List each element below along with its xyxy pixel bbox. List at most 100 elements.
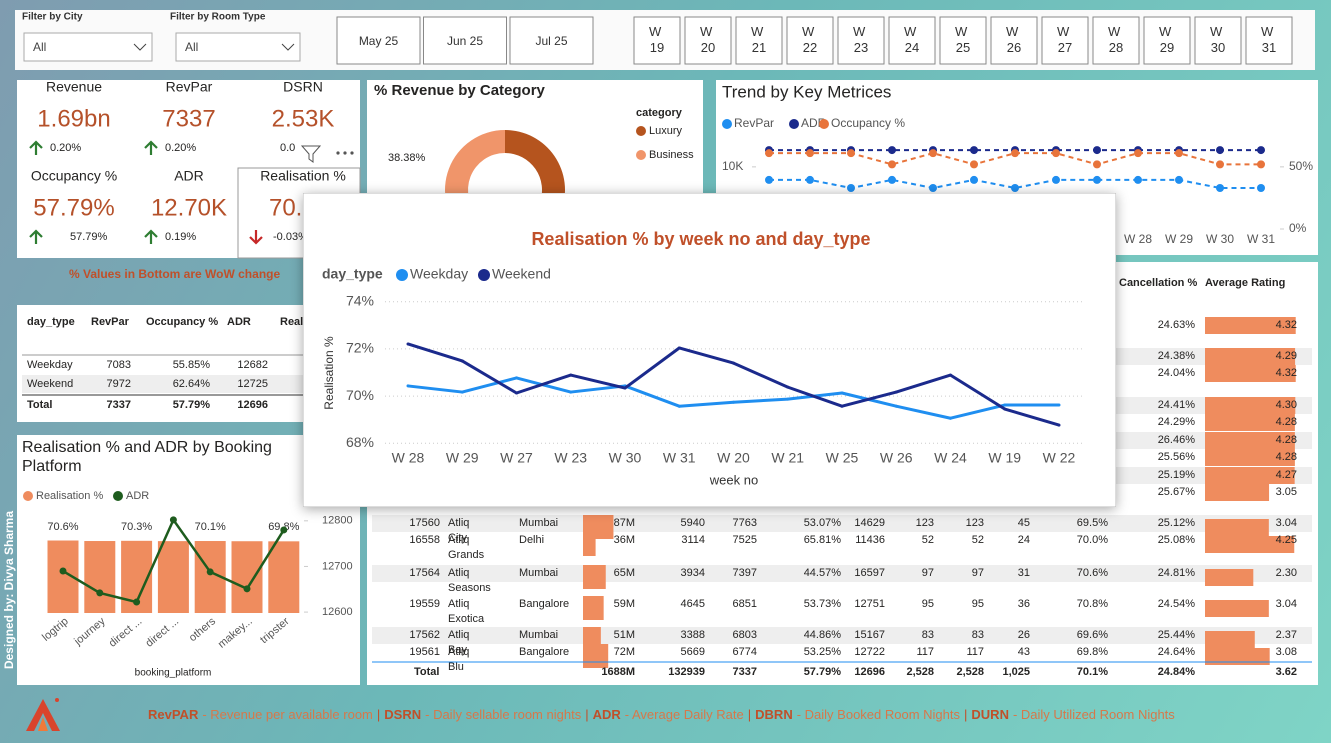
dropdown[interactable]	[175, 32, 301, 62]
table-header: ADR	[227, 316, 251, 328]
text-line: Atliq	[448, 517, 472, 529]
bar	[268, 541, 300, 613]
revenue-databar	[583, 532, 596, 556]
dropdown[interactable]	[23, 32, 153, 62]
table-cell: 2,528	[906, 666, 934, 678]
week-button[interactable]	[1092, 16, 1140, 65]
x-axis-title: booking_platform	[135, 668, 212, 679]
series-point	[623, 386, 627, 390]
table-cell: Weekend	[27, 378, 73, 390]
trend-point	[888, 146, 896, 155]
legend-dot	[396, 269, 408, 281]
table-cell: 44.57%	[804, 567, 842, 579]
kpi-arrow	[249, 230, 263, 245]
text-line: Seasons	[448, 582, 491, 594]
table-cell: 69.8%	[1077, 646, 1108, 658]
week-button[interactable]	[1194, 16, 1242, 65]
table-cell: 7972	[107, 378, 131, 390]
table-header: Average Rating	[1205, 277, 1285, 289]
more-icon[interactable]	[336, 151, 354, 155]
series-point	[677, 404, 681, 408]
table-cell: 123	[916, 517, 934, 529]
series-point	[840, 404, 844, 408]
table-cell: Atliq City	[448, 517, 472, 544]
dropdown-chevron	[281, 43, 295, 51]
week-button[interactable]	[990, 16, 1038, 65]
series-point	[949, 373, 952, 377]
week-button[interactable]	[939, 16, 987, 65]
table-cell: Mumbai	[519, 629, 558, 641]
week-label: W 31	[1261, 24, 1277, 55]
legend-title: category	[636, 107, 683, 119]
trend-point	[847, 149, 855, 158]
table-cell: 14629	[854, 517, 885, 529]
adr-point	[169, 516, 177, 524]
table-cell: 24.38%	[1158, 350, 1196, 362]
table-cell: 12722	[854, 646, 885, 658]
month-label: May 25	[359, 34, 399, 48]
footer-abbr: ADR	[593, 707, 622, 722]
text-line: 30	[1211, 40, 1225, 55]
adr-point	[96, 589, 104, 597]
table-cell: 3.62	[1276, 666, 1297, 678]
table-header: Cancellation %	[1119, 277, 1197, 289]
filter-icon[interactable]	[300, 145, 322, 163]
week-button[interactable]	[684, 16, 732, 65]
footer-separator: |	[377, 707, 380, 722]
week-button[interactable]	[735, 16, 783, 65]
table-cell: 4.32	[1276, 319, 1297, 331]
month-button[interactable]	[423, 16, 507, 65]
legend-title: day_type	[322, 266, 383, 282]
month-button[interactable]	[509, 16, 594, 65]
trend-point	[765, 175, 773, 184]
table-cell: 1688M	[601, 666, 635, 678]
rating-databar	[1205, 648, 1270, 665]
table-cell: 19559	[409, 598, 440, 610]
footer-separator: |	[964, 707, 967, 722]
legend-label: ADR	[126, 490, 149, 502]
legend-dot	[636, 126, 646, 136]
table-cell: 3.05	[1276, 486, 1297, 498]
week-label: W 24	[904, 24, 920, 55]
table-cell: 62.64%	[173, 378, 211, 390]
text-line: Realisation % and ADR by Booking	[22, 439, 276, 456]
week-button[interactable]	[1245, 16, 1293, 65]
month-button[interactable]	[336, 16, 421, 65]
week-button[interactable]	[1143, 16, 1191, 65]
week-button[interactable]	[1041, 16, 1089, 65]
legend-dot	[113, 491, 123, 501]
table-cell: 17564	[409, 567, 440, 579]
series-point	[1057, 403, 1061, 407]
text-line: W	[751, 24, 767, 39]
table-cell: Mumbai	[519, 517, 558, 529]
series-point	[515, 376, 518, 380]
week-button[interactable]	[786, 16, 834, 65]
legend-label: Luxury	[649, 125, 683, 137]
kpi-change: -0.03%	[273, 231, 308, 243]
x-tick-label: W 28	[1124, 232, 1152, 246]
week-button[interactable]	[837, 16, 885, 65]
week-button[interactable]	[633, 16, 681, 65]
x-tick-label: W 25	[826, 450, 859, 466]
table-cell: 12696	[237, 399, 268, 411]
text-line: 20	[701, 40, 715, 55]
kpi-value: 57.79%	[33, 194, 114, 221]
table-cell: 25.08%	[1158, 534, 1196, 546]
x-tick-label: W 29	[1165, 232, 1193, 246]
chart-title: Realisation % by week no and day_type	[531, 229, 870, 249]
text-line: W	[700, 24, 716, 39]
table-cell: 25.56%	[1158, 451, 1196, 463]
row-band	[372, 627, 1312, 644]
trend-point	[888, 175, 896, 184]
y2-tick-label: 50%	[1289, 159, 1313, 173]
week-label: W 28	[1108, 24, 1124, 55]
table-cell: 12682	[237, 359, 268, 371]
data-label: 70.6%	[47, 521, 78, 533]
footer-legend: RevPAR - Revenue per available room | DSRN -…	[148, 707, 1175, 722]
rating-databar	[1205, 414, 1295, 431]
kpi-change: 0.20%	[165, 142, 196, 154]
table-cell: Atliq Blu	[448, 646, 472, 673]
trend-point	[1216, 146, 1224, 155]
week-button[interactable]	[888, 16, 936, 65]
